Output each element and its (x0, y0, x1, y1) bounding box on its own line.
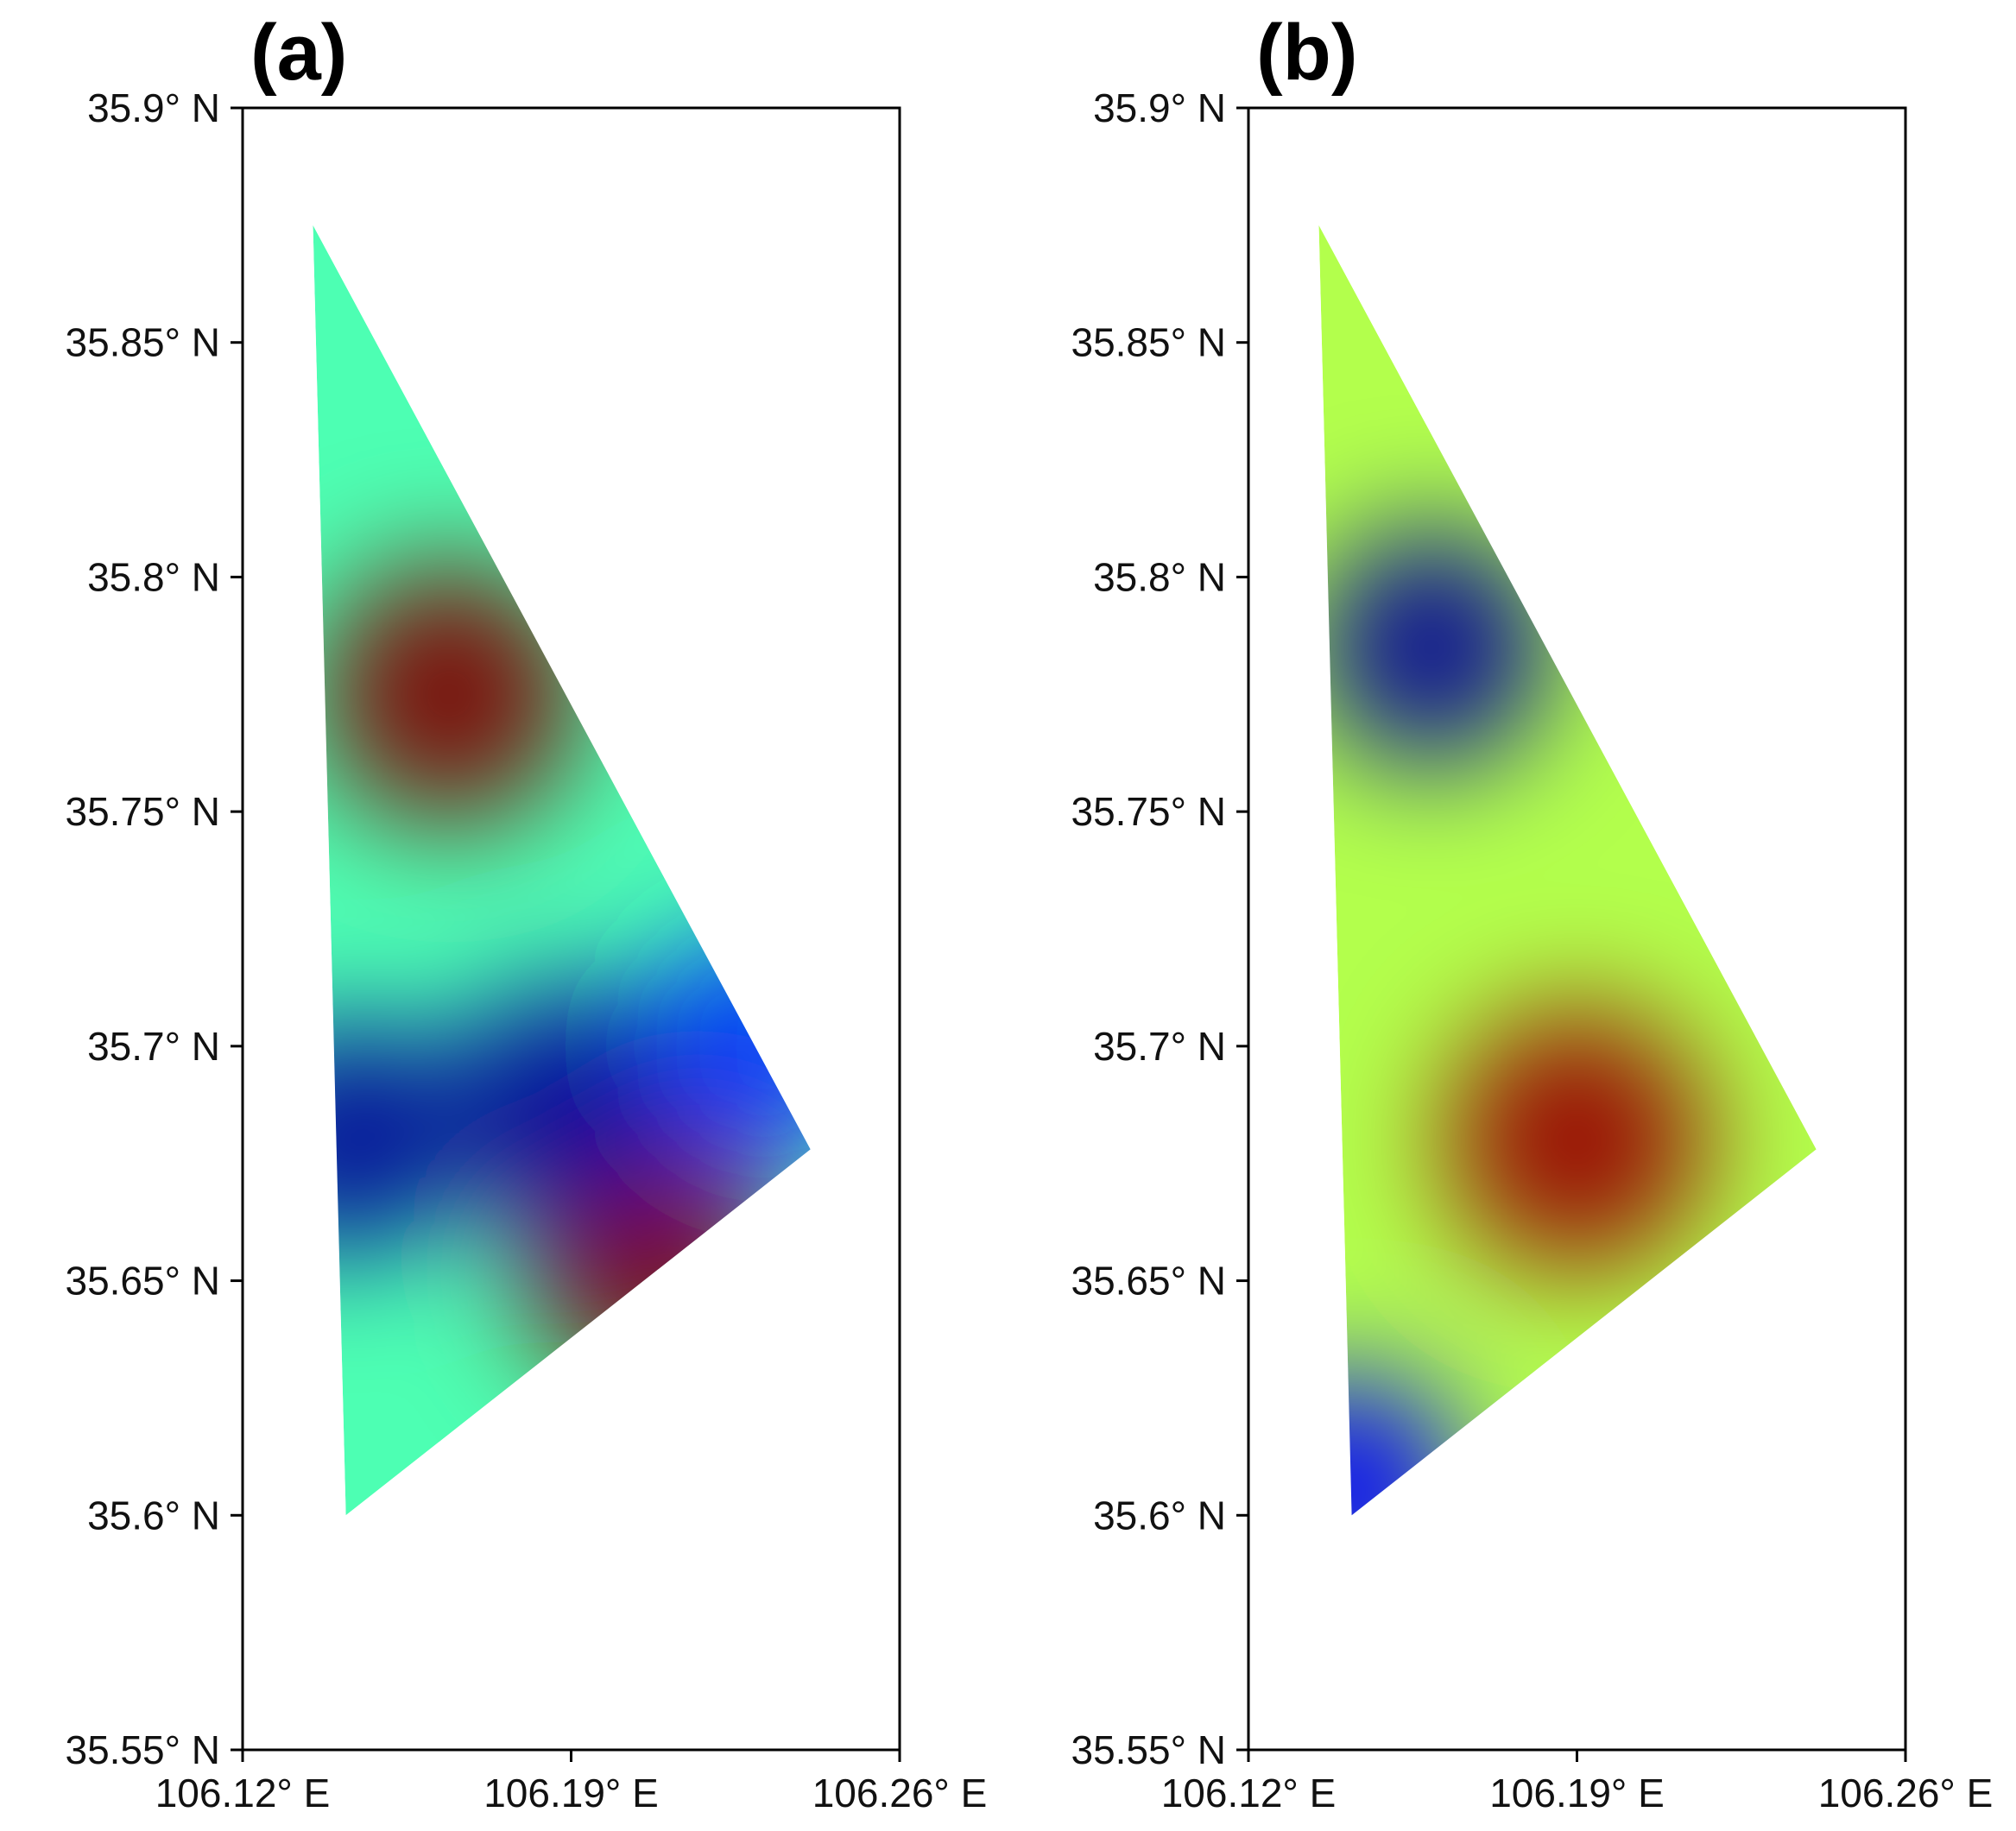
panel-a: (a) 35.55° N 35.6° N 35.65° N 35.7° N 35.75°… (65, 9, 987, 1815)
y-tick-label: 35.9° N (87, 85, 220, 130)
heatmap-field (1318, 224, 1817, 1516)
y-tick-label: 35.65° N (1071, 1259, 1226, 1304)
field-blobs (1318, 530, 1707, 1516)
x-tick-label: 106.26° E (812, 1771, 988, 1815)
y-tick-label: 35.7° N (1093, 1024, 1226, 1069)
field-low-blob (313, 1023, 463, 1257)
field-background (1318, 224, 1817, 1516)
x-tick-label: 106.12° E (155, 1771, 331, 1815)
y-tick-label: 35.6° N (1093, 1493, 1226, 1537)
y-tick-label: 35.65° N (65, 1259, 220, 1304)
y-tick-label: 35.75° N (1071, 789, 1226, 834)
y-tick-label: 35.8° N (1093, 554, 1226, 599)
field-low-blob (647, 929, 811, 1163)
field-low-blob (1318, 1375, 1464, 1516)
x-tick-label: 106.19° E (483, 1771, 659, 1815)
field-high-blob (319, 565, 579, 824)
x-tick-label: 106.12° E (1161, 1771, 1337, 1815)
panel-a-label: (a) (250, 9, 347, 97)
y-tick-label: 35.85° N (1071, 320, 1226, 365)
y-tick-label: 35.7° N (87, 1024, 220, 1069)
x-tick-label: 106.26° E (1818, 1771, 1994, 1815)
x-tick-label: 106.19° E (1489, 1771, 1665, 1815)
y-tick-label: 35.8° N (87, 554, 220, 599)
y-tick-label: 35.6° N (87, 1493, 220, 1537)
y-tick-label: 35.55° N (65, 1727, 220, 1772)
y-tick-label: 35.75° N (65, 789, 220, 834)
panel-b: (b) 35.55° N 35.6° N 35.65° N 35.7° N 35.75°… (1071, 9, 1993, 1815)
field-low-blob (1318, 530, 1548, 764)
y-tick-label: 35.85° N (65, 320, 220, 365)
y-tick-label: 35.55° N (1071, 1727, 1226, 1772)
panel-b-label: (b) (1256, 9, 1357, 97)
field-low-blob (450, 986, 684, 1220)
field-high-blob (1447, 1010, 1707, 1270)
y-tick-label: 35.9° N (1093, 85, 1226, 130)
heatmap-field (313, 224, 811, 1516)
